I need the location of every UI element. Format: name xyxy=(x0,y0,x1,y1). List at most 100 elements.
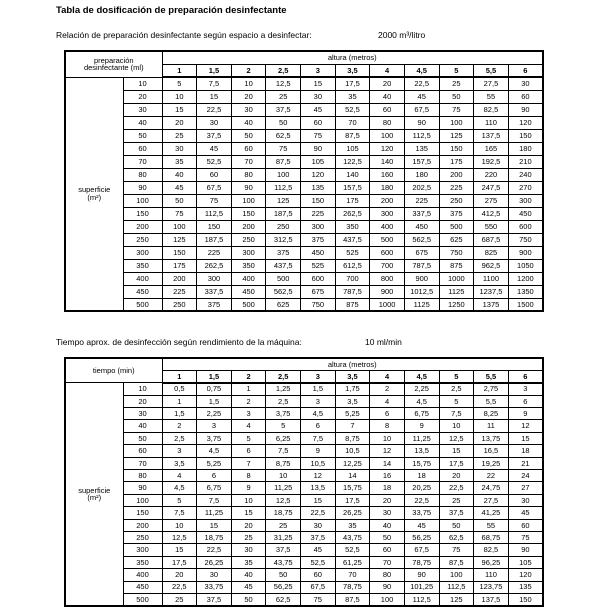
table-cell: 67,5 xyxy=(196,180,232,195)
row-header: 400 xyxy=(122,271,163,286)
table-cell: 175 xyxy=(334,193,371,208)
table-cell: 120 xyxy=(369,141,405,156)
table-cell: 30 xyxy=(196,115,232,130)
table-cell: 52,5 xyxy=(196,154,232,169)
column-header: 2 xyxy=(230,369,267,384)
table-cell: 187,5 xyxy=(196,232,232,247)
table-row: 300 15 22,5 30 37,5 45 52,5 60 67,5 75 82,5 90 xyxy=(65,543,544,557)
table-cell: 6,25 xyxy=(265,431,301,446)
table-row: 350 175 262,5 350 437,5 525 612,5 700 787,5 875 96… xyxy=(65,258,544,273)
column-header: 2,5 xyxy=(265,63,302,78)
table-cell: 525 xyxy=(300,258,336,273)
table-cell: 40 xyxy=(369,518,405,532)
table-cell: 50 xyxy=(265,115,302,130)
table-cell: 22,5 xyxy=(438,481,475,495)
table-cell: 240 xyxy=(507,167,544,182)
table-cell: 21 xyxy=(507,456,544,471)
table-cell: 135 xyxy=(403,141,440,156)
table-cell: 1,25 xyxy=(265,382,301,396)
table-cell: 1050 xyxy=(507,258,544,273)
table-cell: 14 xyxy=(334,468,371,483)
row-header: 70 xyxy=(122,154,163,169)
table-cell: 20 xyxy=(438,468,475,483)
row-header: 20 xyxy=(122,89,163,104)
table-cell: 17,5 xyxy=(438,456,475,471)
table-cell: 20 xyxy=(161,568,198,582)
table-cell: 68,75 xyxy=(473,530,509,545)
table-cell: 25 xyxy=(265,89,302,104)
table-cell: 35 xyxy=(334,518,371,532)
table-cell: 900 xyxy=(507,245,544,260)
table-cell: 275 xyxy=(473,193,509,208)
table-cell: 14 xyxy=(369,456,405,471)
table-cell: 1000 xyxy=(438,271,475,286)
table-cell: 165 xyxy=(473,141,509,156)
table-cell: 43,75 xyxy=(265,555,301,570)
table-cell: 2,5 xyxy=(161,431,198,446)
row-header: 200 xyxy=(122,518,163,532)
table-cell: 750 xyxy=(438,245,475,260)
table-cell: 400 xyxy=(369,219,405,234)
table-cell: 150 xyxy=(196,219,232,234)
table-cell: 22,5 xyxy=(403,493,440,508)
table-cell: 87,5 xyxy=(334,128,371,143)
table-cell: 37,5 xyxy=(196,128,232,143)
column-group-header: altura (metros) xyxy=(161,50,544,65)
table-cell: 100 xyxy=(438,115,475,130)
table-cell: 27,5 xyxy=(473,76,509,91)
column-header: 6 xyxy=(507,369,544,384)
table-cell: 300 xyxy=(230,245,267,260)
row-header: 30 xyxy=(122,407,163,421)
table-cell: 225 xyxy=(438,180,475,195)
table-cell: 625 xyxy=(438,232,475,247)
table-cell: 4,5 xyxy=(161,481,198,495)
table-cell: 140 xyxy=(369,154,405,169)
table-cell: 112,5 xyxy=(196,206,232,221)
table-cell: 30 xyxy=(230,102,267,117)
table-cell: 6 xyxy=(369,407,405,421)
table-cell: 3,75 xyxy=(265,407,301,421)
row-header: 20 xyxy=(122,394,163,409)
table-row: 50 2,5 3,75 5 6,25 7,5 8,75 10 11,25 12,5 13,75 15 xyxy=(65,431,544,446)
table-cell: 50 xyxy=(161,193,198,208)
table-cell: 45 xyxy=(403,89,440,104)
table-cell: 17,5 xyxy=(161,555,198,570)
table-cell: 16 xyxy=(369,468,405,483)
table-cell: 30 xyxy=(369,506,405,520)
table-cell: 150 xyxy=(507,592,544,607)
table-cell: 2,5 xyxy=(438,382,475,396)
table-cell: 375 xyxy=(300,232,336,247)
table-cell: 45 xyxy=(403,518,440,532)
table-row: 60 30 45 60 75 90 105 120 135 150 165 180 xyxy=(65,141,544,156)
table-cell: 125 xyxy=(161,232,198,247)
row-header: 250 xyxy=(122,232,163,247)
time-table: tiempo (min) altura (metros) 1 1,5 2 2,5 3 3,5 4… xyxy=(64,357,544,607)
table-row: 100 50 75 100 125 150 175 200 225 250 275 300 xyxy=(65,193,544,208)
table-row: 20 1 1,5 2 2,5 3 3,5 4 4,5 5 5,5 6 xyxy=(65,394,544,409)
table-cell: 12,5 xyxy=(265,493,301,508)
table-cell: 500 xyxy=(230,297,267,312)
table-cell: 7,5 xyxy=(438,407,475,421)
section2-intro-value: 10 ml/min xyxy=(365,337,402,347)
section2-intro-label: Tiempo aprox. de desinfección según rend… xyxy=(56,337,302,347)
table-cell: 96,25 xyxy=(473,555,509,570)
table-cell: 15 xyxy=(196,89,232,104)
table-cell: 15 xyxy=(230,506,267,520)
table-cell: 4,5 xyxy=(300,407,336,421)
column-header: 3 xyxy=(300,63,336,78)
table-cell: 375 xyxy=(196,297,232,312)
table-cell: 625 xyxy=(265,297,302,312)
table-cell: 262,5 xyxy=(196,258,232,273)
table-cell: 200 xyxy=(369,193,405,208)
table-cell: 75 xyxy=(300,592,336,607)
table-cell: 5,25 xyxy=(334,407,371,421)
row-header: 400 xyxy=(122,568,163,582)
table-cell: 10 xyxy=(230,493,267,508)
row-header: 40 xyxy=(122,419,163,433)
table-cell: 87,5 xyxy=(438,555,475,570)
table-cell: 1250 xyxy=(438,297,475,312)
table-cell: 11,25 xyxy=(196,506,232,520)
table-cell: 450 xyxy=(507,206,544,221)
table-cell: 17,5 xyxy=(334,76,371,91)
table-row: 30 15 22,5 30 37,5 45 52,5 60 67,5 75 82,5 90 xyxy=(65,102,544,117)
